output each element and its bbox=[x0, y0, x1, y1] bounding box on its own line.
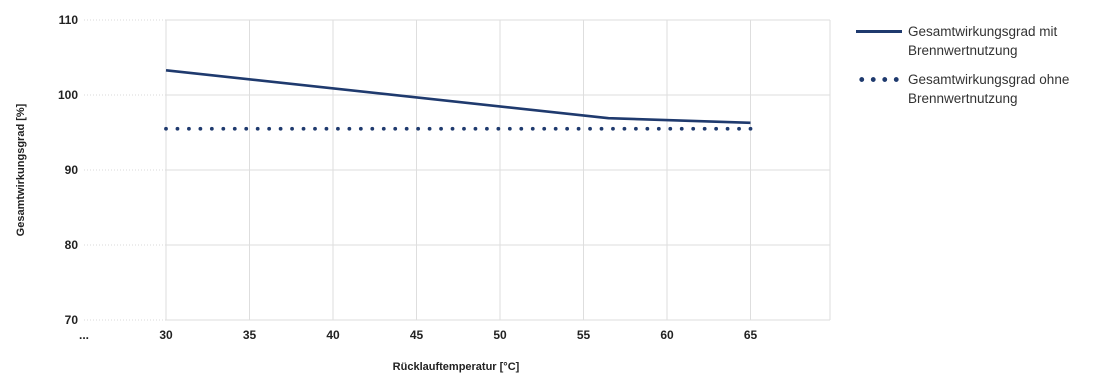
series-dot bbox=[324, 126, 329, 131]
series-dot bbox=[290, 126, 294, 131]
x-tick-label-45: 45 bbox=[410, 328, 424, 342]
series-dot bbox=[599, 126, 604, 131]
x-tick-label-ellipsis: ... bbox=[79, 328, 89, 342]
series-dot bbox=[553, 126, 558, 131]
x-tick-label-55: 55 bbox=[577, 328, 591, 342]
series-dot bbox=[714, 126, 719, 131]
legend-label-mit: Gesamtwirkungsgrad mit Brennwertnutzung bbox=[908, 24, 1058, 58]
series-dot bbox=[209, 126, 214, 131]
series-dot bbox=[588, 126, 592, 131]
series-dot bbox=[404, 126, 409, 131]
grid-lines bbox=[84, 19, 831, 321]
series-line-dotted bbox=[164, 126, 753, 131]
y-tick-label-70: 70 bbox=[65, 313, 79, 327]
series-dot bbox=[737, 126, 741, 131]
series-dot bbox=[530, 126, 535, 131]
series-dot bbox=[485, 126, 489, 131]
series-dot bbox=[702, 126, 707, 131]
series-dot bbox=[496, 126, 501, 131]
series-dot bbox=[313, 126, 317, 131]
series-dot bbox=[748, 126, 753, 131]
series-line-solid bbox=[165, 69, 751, 125]
series-dot bbox=[725, 126, 730, 131]
legend: Gesamtwirkungsgrad mit Brennwertnutzung … bbox=[852, 22, 1096, 118]
x-tick-label-40: 40 bbox=[326, 328, 340, 342]
series-dot bbox=[542, 126, 547, 131]
series-dot bbox=[381, 126, 386, 131]
x-tick-label-60: 60 bbox=[660, 328, 674, 342]
y-tick-label-110: 110 bbox=[59, 13, 79, 27]
legend-item-mit: Gesamtwirkungsgrad mit Brennwertnutzung bbox=[852, 22, 1096, 60]
y-axis-title: Gesamtwirkungsgrad [%] bbox=[15, 103, 27, 236]
series-lines bbox=[164, 69, 753, 131]
series-dot bbox=[656, 126, 661, 131]
y-tick-label-80: 80 bbox=[65, 238, 79, 252]
series-dot bbox=[565, 126, 570, 131]
series-dot bbox=[416, 126, 421, 131]
x-tick-labels: ... 30 35 40 45 50 55 60 65 bbox=[79, 328, 758, 342]
series-dot bbox=[507, 126, 512, 131]
y-tick-labels: 70 80 90 100 110 bbox=[58, 13, 78, 327]
series-dot bbox=[668, 126, 673, 131]
legend-item-ohne: Gesamtwirkungsgrad ohne Brennwertnutzung bbox=[852, 70, 1096, 108]
series-dot bbox=[427, 126, 432, 131]
series-dot bbox=[576, 126, 581, 131]
series-dot bbox=[278, 126, 283, 131]
series-dot bbox=[691, 126, 696, 131]
series-dot bbox=[622, 126, 627, 131]
series-dot bbox=[347, 126, 352, 131]
series-dot bbox=[301, 126, 306, 131]
solid-line-swatch-icon bbox=[856, 30, 902, 33]
x-tick-label-30: 30 bbox=[159, 328, 173, 342]
series-dot bbox=[336, 126, 340, 131]
series-dot bbox=[462, 126, 466, 131]
series-dot bbox=[255, 126, 260, 131]
series-dot bbox=[679, 126, 684, 131]
series-dot bbox=[611, 126, 615, 131]
series-dot bbox=[164, 126, 168, 131]
x-tick-label-65: 65 bbox=[744, 328, 758, 342]
series-dot bbox=[473, 126, 478, 131]
series-dot bbox=[187, 126, 191, 131]
y-tick-label-90: 90 bbox=[65, 163, 79, 177]
legend-label-ohne: Gesamtwirkungsgrad ohne Brennwertnutzung bbox=[908, 72, 1070, 106]
series-dot bbox=[358, 126, 363, 131]
series-dot bbox=[439, 126, 443, 131]
x-tick-label-50: 50 bbox=[493, 328, 507, 342]
series-dot bbox=[175, 126, 180, 131]
series-dot bbox=[519, 126, 524, 131]
series-dot bbox=[267, 126, 272, 131]
series-dot bbox=[244, 126, 249, 131]
series-dot bbox=[393, 126, 398, 131]
x-axis-title: Rücklauftemperatur [°C] bbox=[393, 361, 520, 373]
series-dot bbox=[370, 126, 375, 131]
x-tick-label-35: 35 bbox=[243, 328, 257, 342]
series-dot bbox=[232, 126, 237, 131]
series-dot bbox=[645, 126, 650, 131]
dotted-line-swatch-icon bbox=[856, 77, 902, 82]
y-tick-label-100: 100 bbox=[58, 88, 78, 102]
series-dot bbox=[450, 126, 455, 131]
series-dot bbox=[198, 126, 203, 131]
series-dot bbox=[221, 126, 226, 131]
series-dot bbox=[633, 126, 638, 131]
